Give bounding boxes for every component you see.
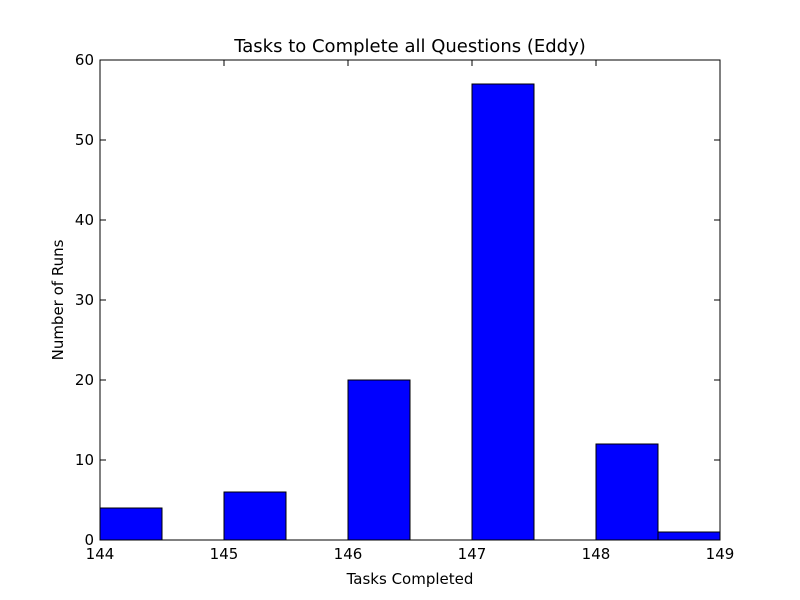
y-axis-label: Number of Runs (49, 239, 67, 360)
x-tick-label-3: 147 (458, 545, 487, 563)
bar-5 (657, 531, 721, 541)
bars-group (99, 83, 721, 541)
x-tick-label-0: 144 (86, 545, 115, 563)
x-axis-ticks: 144 145 146 147 148 149 (86, 60, 735, 563)
bar-3 (471, 83, 535, 541)
x-tick-label-1: 145 (210, 545, 239, 563)
y-tick-label-1: 10 (75, 451, 94, 469)
x-axis-label: Tasks Completed (346, 570, 474, 588)
y-tick-label-6: 60 (75, 51, 94, 69)
x-tick-label-2: 146 (334, 545, 363, 563)
x-tick-label-5: 149 (706, 545, 735, 563)
y-tick-label-3: 30 (75, 291, 94, 309)
bar-1 (223, 491, 287, 541)
chart-title: Tasks to Complete all Questions (Eddy) (233, 36, 586, 57)
bar-4 (595, 443, 659, 541)
x-tick-label-4: 148 (582, 545, 611, 563)
y-tick-label-5: 50 (75, 131, 94, 149)
y-axis-ticks: 0 10 20 30 40 50 60 (75, 51, 720, 549)
bar-2 (347, 379, 411, 541)
y-tick-label-2: 20 (75, 371, 94, 389)
y-tick-label-0: 0 (84, 531, 94, 549)
bar-0 (99, 507, 163, 541)
y-tick-label-4: 40 (75, 211, 94, 229)
